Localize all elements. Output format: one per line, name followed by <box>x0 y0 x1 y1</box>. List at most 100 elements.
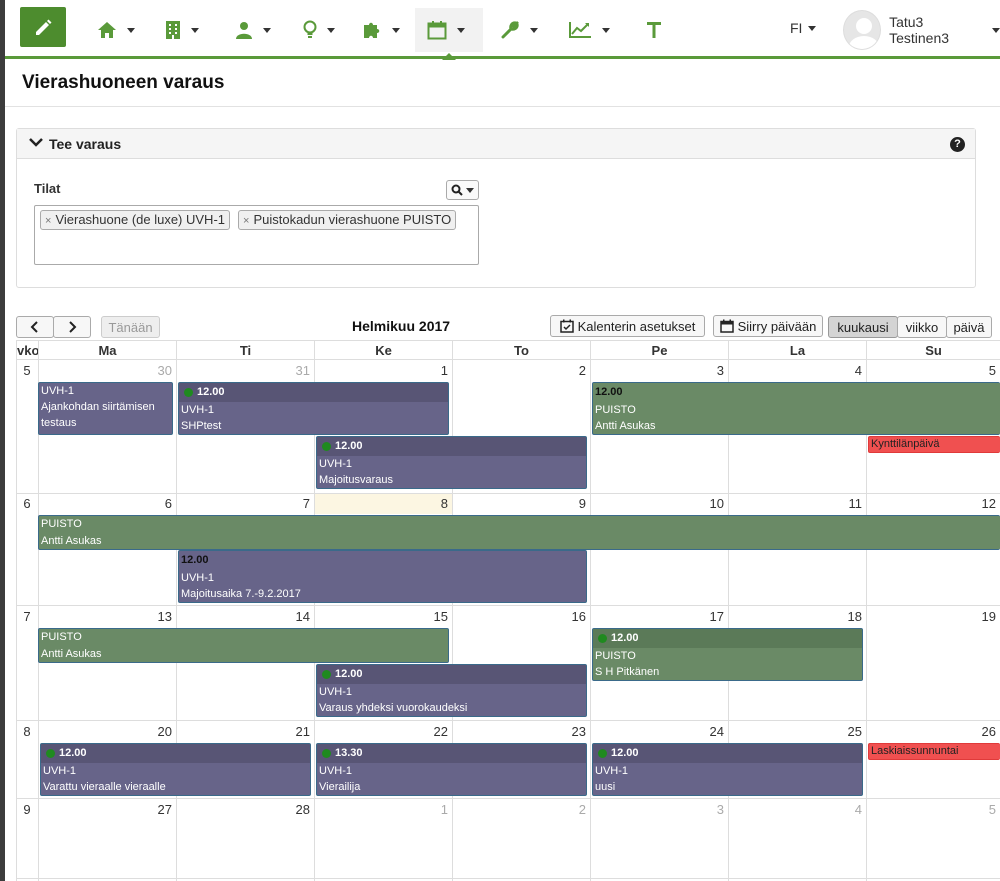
nav-people[interactable] <box>223 8 283 52</box>
day-number[interactable]: 21 <box>295 724 310 739</box>
nav-home[interactable] <box>85 8 147 52</box>
day-number[interactable]: 4 <box>854 802 862 817</box>
nav-ideas[interactable] <box>291 8 347 52</box>
day-number[interactable]: 14 <box>295 609 310 624</box>
day-number[interactable]: 9 <box>578 496 586 511</box>
chevron-down-icon <box>530 27 538 33</box>
user-menu[interactable]: Tatu3 Testinen3 <box>843 10 1000 50</box>
calendar-event[interactable]: 12.00 UVH-1 SHPtest <box>178 382 449 435</box>
help-icon[interactable]: ? <box>950 137 965 152</box>
event-title: Ajankohdan siirtämisen <box>41 401 155 413</box>
panel-header[interactable]: Tee varaus ? <box>17 129 975 159</box>
chevron-down-icon <box>457 27 465 33</box>
calendar-event[interactable]: PUISTO Antti Asukas <box>38 515 1000 550</box>
today-button[interactable]: Tänään <box>101 316 160 338</box>
event-title: Vierailija <box>319 781 361 793</box>
rooms-multiselect[interactable]: × Vierashuone (de luxe) UVH-1 × Puistokadu… <box>34 205 479 265</box>
event-title: testaus <box>41 417 77 429</box>
day-number[interactable]: 24 <box>709 724 724 739</box>
remove-tag-icon[interactable]: × <box>45 215 52 227</box>
week-divider <box>16 720 1000 721</box>
event-title: Antti Asukas <box>595 420 656 432</box>
day-number[interactable]: 16 <box>571 609 586 624</box>
day-number[interactable]: 7 <box>302 496 310 511</box>
calendar-settings-button[interactable]: Kalenterin asetukset <box>550 315 705 337</box>
window-edge <box>0 0 5 881</box>
chevron-down-icon <box>466 187 474 193</box>
calendar-event[interactable]: PUISTO Antti Asukas <box>38 628 449 663</box>
today-highlight <box>315 494 452 514</box>
day-header: Su <box>866 340 1000 360</box>
calendar-event[interactable]: 12.00 UVH-1 uusi <box>592 743 863 796</box>
next-month-button[interactable] <box>53 316 91 338</box>
calendar-event[interactable]: UVH-1 Ajankohdan siirtämisen testaus <box>38 382 173 435</box>
home-icon <box>98 22 116 38</box>
day-number[interactable]: 2 <box>578 802 586 817</box>
column-divider <box>590 360 591 881</box>
view-month-button[interactable]: kuukausi <box>828 316 898 338</box>
remove-tag-icon[interactable]: × <box>243 215 250 227</box>
day-number[interactable]: 10 <box>709 496 724 511</box>
day-number[interactable]: 25 <box>847 724 862 739</box>
month-calendar: vko Ma Ti Ke To Pe La Su 5 6 7 8 9 30 31… <box>16 340 1000 881</box>
status-dot-icon <box>184 388 193 397</box>
day-number[interactable]: 8 <box>440 496 448 511</box>
goto-date-button[interactable]: Siirry päivään <box>713 315 823 337</box>
calendar-event[interactable]: 12.00 PUISTO Antti Asukas <box>592 382 1000 435</box>
day-number[interactable]: 3 <box>716 363 724 378</box>
holiday-event[interactable]: Kynttilänpäivä <box>868 436 1000 453</box>
day-number[interactable]: 1 <box>440 363 448 378</box>
nav-modules[interactable] <box>350 8 412 52</box>
building-icon <box>166 21 180 39</box>
day-number[interactable]: 2 <box>578 363 586 378</box>
view-day-button[interactable]: päivä <box>946 316 992 338</box>
holiday-event[interactable]: Laskiaissunnuntai <box>868 743 1000 760</box>
prev-month-button[interactable] <box>16 316 54 338</box>
day-number[interactable]: 6 <box>164 496 172 511</box>
app-logo[interactable] <box>20 7 66 47</box>
day-number[interactable]: 28 <box>295 802 310 817</box>
nav-reports[interactable] <box>556 8 622 52</box>
day-number[interactable]: 26 <box>981 724 996 739</box>
nav-buildings[interactable] <box>153 8 211 52</box>
day-number[interactable]: 5 <box>988 802 996 817</box>
chart-line-icon <box>569 22 591 38</box>
day-number[interactable]: 19 <box>981 609 996 624</box>
day-number[interactable]: 13 <box>157 609 172 624</box>
day-number[interactable]: 15 <box>433 609 448 624</box>
view-week-button[interactable]: viikko <box>897 316 947 338</box>
day-number[interactable]: 22 <box>433 724 448 739</box>
room-tag: × Puistokadun vierashuone PUISTO <box>238 210 457 230</box>
day-number[interactable]: 31 <box>295 363 310 378</box>
nav-calendar[interactable] <box>415 8 483 60</box>
calendar-event[interactable]: 12.00 UVH-1 Majoitusaika 7.-9.2.2017 <box>178 550 587 603</box>
column-divider <box>728 360 729 881</box>
column-divider <box>16 360 17 881</box>
calendar-event[interactable]: 12.00 UVH-1 Varaus yhdeksi vuorokaudeksi <box>316 664 587 717</box>
chevron-down-icon <box>29 138 43 147</box>
day-number[interactable]: 11 <box>848 496 863 511</box>
calendar-event[interactable]: 12.00 UVH-1 Varattu vieraalle vieraalle <box>40 743 311 796</box>
calendar-event[interactable]: 12.00 PUISTO S H Pitkänen <box>592 628 863 681</box>
day-number[interactable]: 30 <box>157 363 172 378</box>
week-number: 7 <box>23 609 31 624</box>
day-number[interactable]: 27 <box>157 802 172 817</box>
day-number[interactable]: 5 <box>988 363 996 378</box>
nav-tools[interactable] <box>488 8 550 52</box>
nav-text[interactable] <box>635 8 673 52</box>
room-search-button[interactable] <box>446 180 479 200</box>
day-number[interactable]: 1 <box>440 802 448 817</box>
day-number[interactable]: 4 <box>854 363 862 378</box>
day-number[interactable]: 23 <box>571 724 586 739</box>
lightbulb-icon <box>303 20 317 38</box>
day-number[interactable]: 20 <box>157 724 172 739</box>
week-divider <box>16 605 1000 606</box>
language-selector[interactable]: FI <box>790 20 817 36</box>
calendar-event[interactable]: 13.30 UVH-1 Vierailija <box>316 743 587 796</box>
day-number[interactable]: 12 <box>981 496 996 511</box>
day-number[interactable]: 3 <box>716 802 724 817</box>
event-title: Varattu vieraalle vieraalle <box>43 781 166 793</box>
day-number[interactable]: 17 <box>709 609 724 624</box>
calendar-event[interactable]: 12.00 UVH-1 Majoitusvaraus <box>316 436 587 489</box>
day-number[interactable]: 18 <box>847 609 862 624</box>
